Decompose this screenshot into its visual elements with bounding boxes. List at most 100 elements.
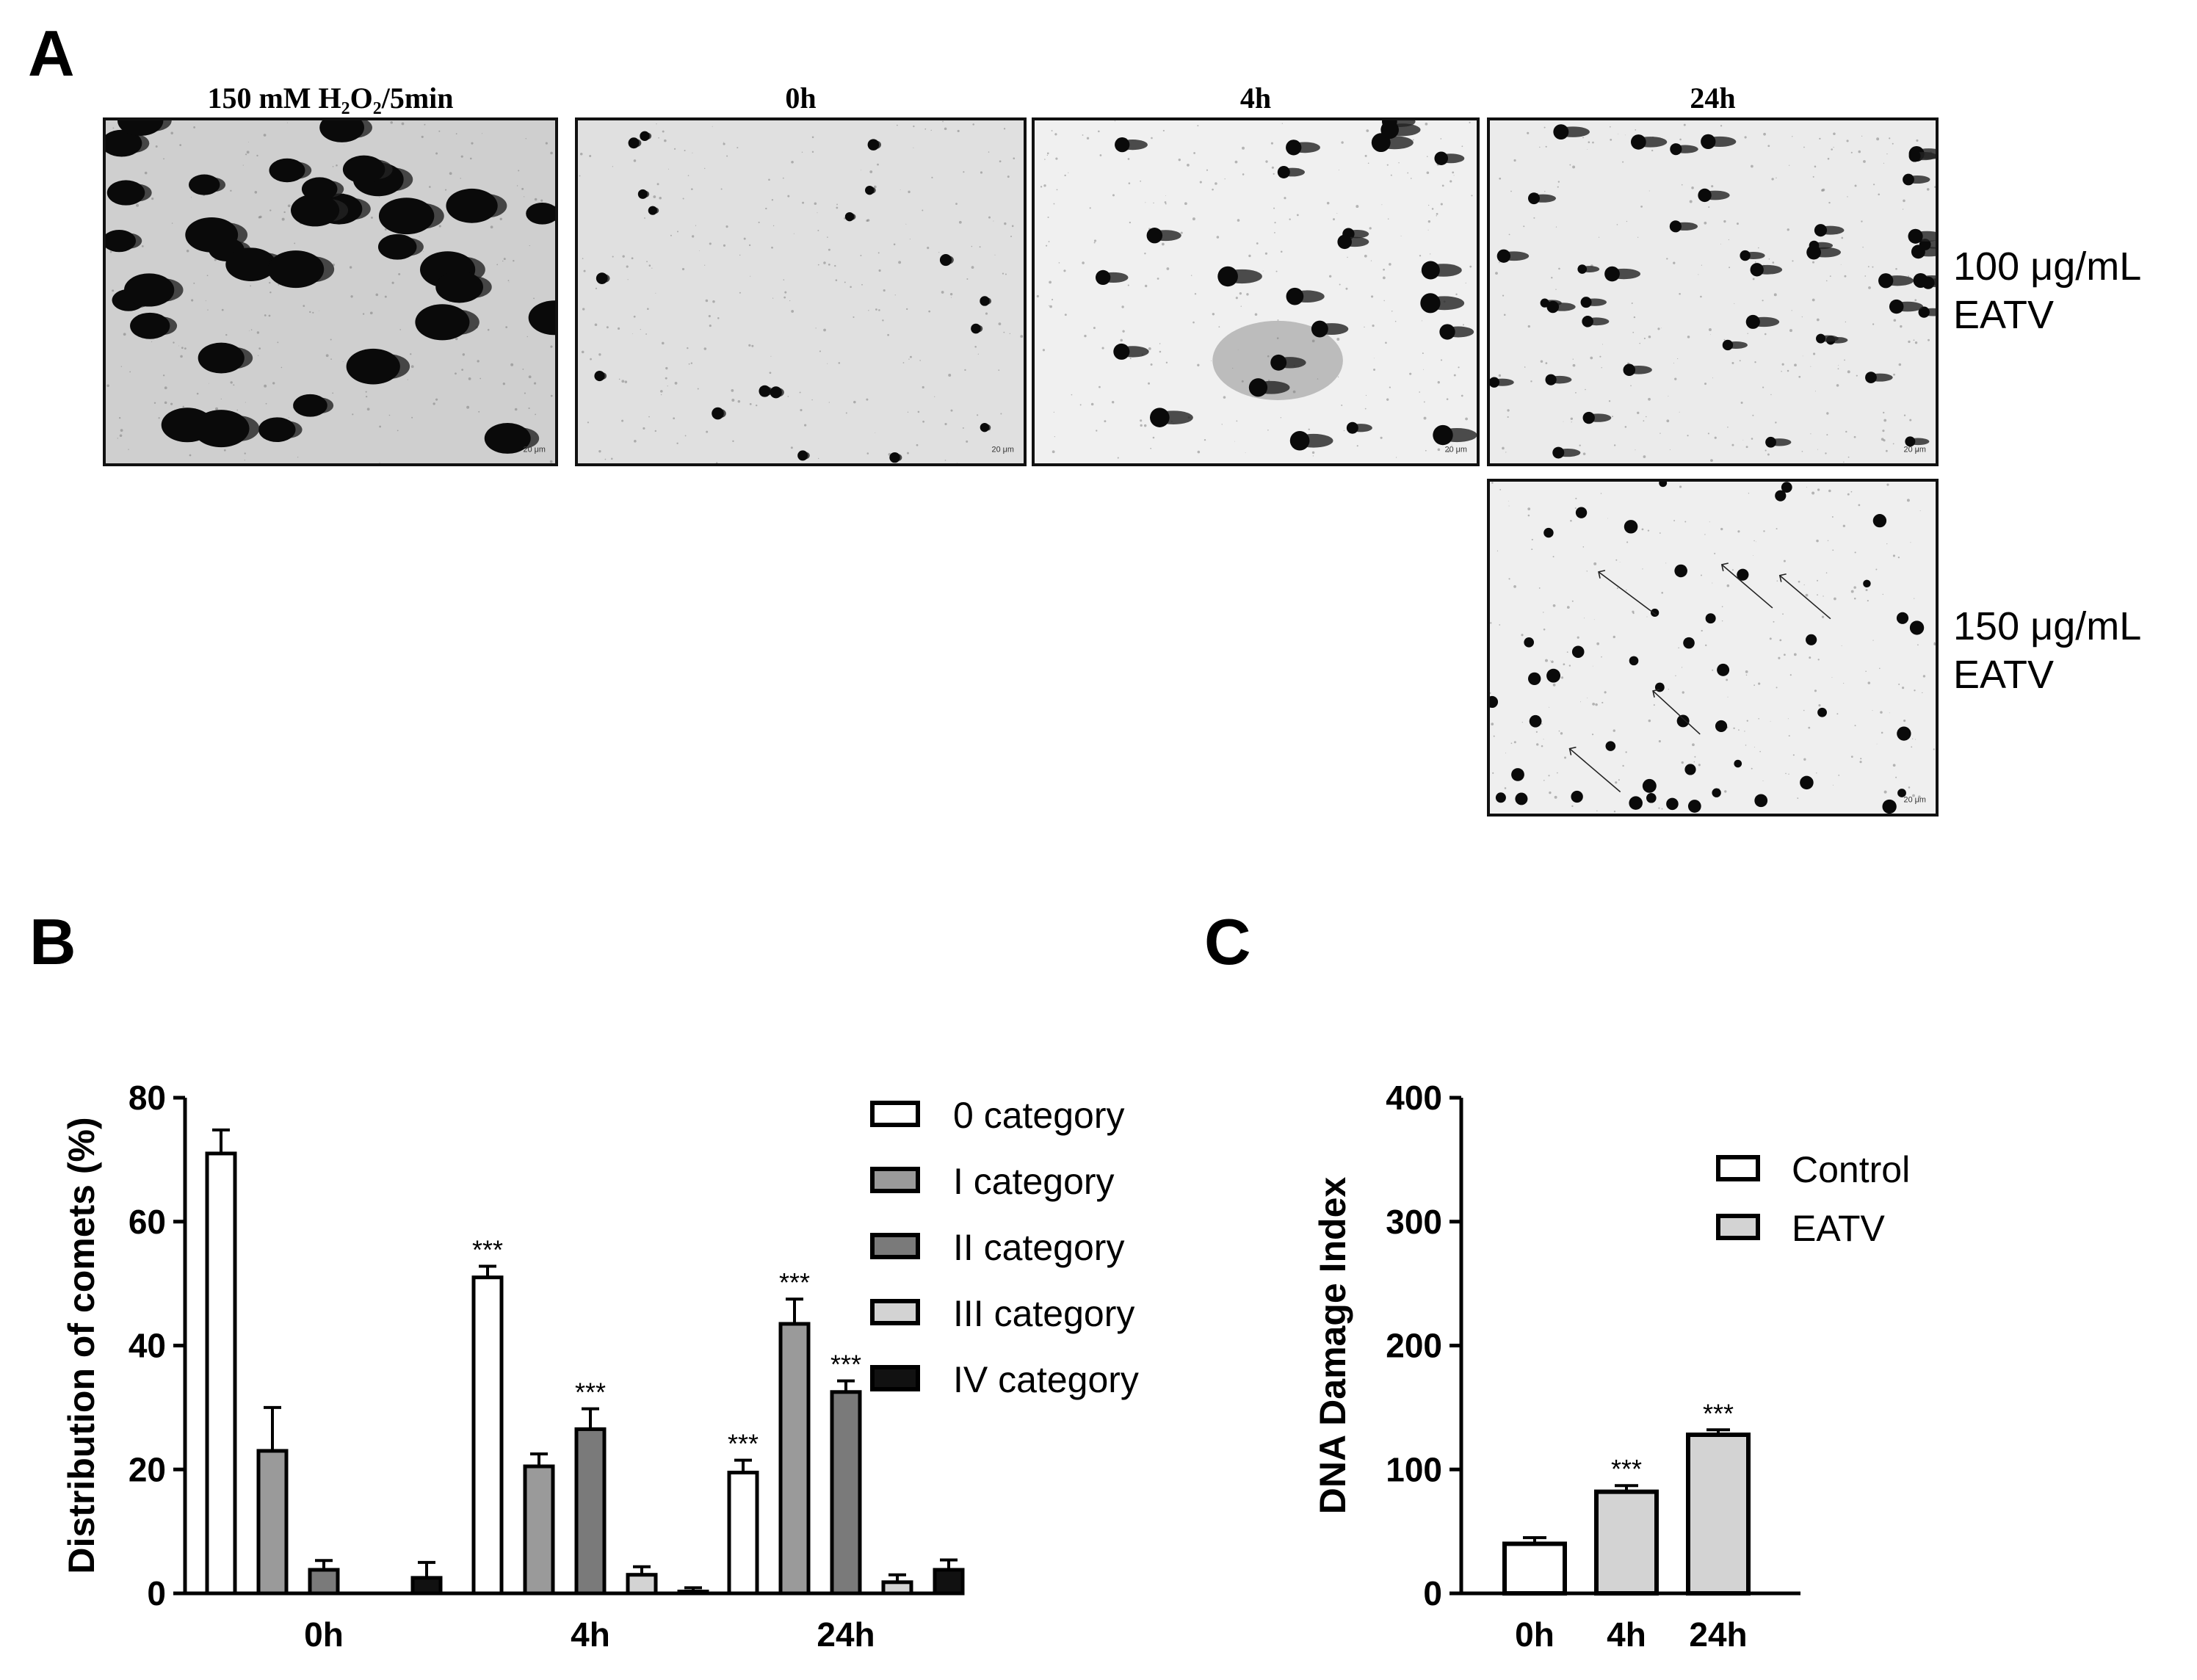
background-speck: [1276, 337, 1279, 339]
background-speck: [1308, 428, 1310, 430]
panel-c-letter: C: [1204, 905, 1251, 978]
background-speck: [1572, 358, 1574, 360]
background-speck: [1165, 203, 1167, 205]
background-speck: [966, 278, 969, 280]
background-speck: [1873, 184, 1875, 186]
background-speck: [254, 191, 258, 194]
background-speck: [1129, 358, 1132, 360]
background-speck: [1787, 228, 1789, 231]
comet-head: [1897, 789, 1906, 797]
background-speck: [1692, 743, 1695, 747]
y-tick-label: 200: [1386, 1327, 1442, 1365]
background-speck: [606, 326, 609, 329]
background-speck: [1616, 587, 1618, 590]
background-speck: [1781, 370, 1782, 372]
bar: [933, 1568, 965, 1596]
background-speck: [1886, 543, 1888, 545]
background-speck: [1831, 148, 1833, 151]
background-speck: [653, 195, 656, 198]
comet-head: [640, 131, 650, 142]
background-speck: [1436, 215, 1437, 217]
background-speck: [1701, 264, 1702, 266]
background-speck: [877, 252, 880, 254]
background-speck: [1825, 572, 1828, 573]
background-speck: [1792, 260, 1794, 262]
background-speck: [674, 382, 678, 385]
background-speck: [1275, 270, 1278, 272]
background-speck: [1380, 436, 1383, 439]
background-speck: [1390, 174, 1392, 176]
background-speck: [1235, 297, 1238, 300]
background-speck: [1879, 667, 1881, 670]
background-speck: [662, 130, 665, 133]
background-speck: [1854, 184, 1857, 187]
background-speck: [182, 405, 184, 408]
background-speck: [617, 327, 620, 330]
background-speck: [817, 229, 819, 231]
background-speck: [1724, 790, 1727, 793]
comet-head: [1659, 482, 1668, 488]
background-speck: [677, 231, 678, 233]
background-speck: [958, 220, 962, 224]
bar: [778, 1322, 811, 1596]
background-speck: [1458, 366, 1460, 369]
background-speck: [513, 260, 515, 262]
background-speck: [853, 316, 855, 318]
background-speck: [1093, 327, 1096, 330]
background-speck: [1165, 361, 1168, 364]
background-speck: [1906, 499, 1910, 502]
background-speck: [1635, 128, 1637, 131]
background-speck: [1709, 521, 1710, 523]
background-speck: [922, 209, 924, 211]
scale-bar-label: 20 μm: [1445, 445, 1467, 454]
background-speck: [1767, 453, 1770, 456]
background-speck: [1469, 121, 1471, 123]
background-speck: [1679, 411, 1680, 413]
comet-head: [1571, 645, 1585, 658]
background-speck: [1758, 682, 1761, 685]
background-speck: [1144, 253, 1146, 255]
background-speck: [1632, 610, 1635, 613]
background-speck: [268, 314, 271, 317]
background-speck: [1419, 391, 1421, 393]
background-speck: [1274, 222, 1276, 224]
background-speck: [1618, 779, 1620, 781]
background-speck: [470, 157, 472, 160]
background-speck: [1616, 224, 1618, 225]
background-speck: [1858, 150, 1861, 153]
background-speck: [1326, 201, 1330, 205]
background-speck: [1563, 421, 1564, 422]
scale-bar-label: 20 μm: [1904, 445, 1926, 454]
legend-label: 0 category: [953, 1095, 1124, 1136]
background-speck: [1624, 426, 1627, 428]
background-speck: [1872, 266, 1874, 268]
background-speck: [1687, 336, 1690, 338]
background-speck: [1427, 204, 1430, 206]
background-speck: [1821, 615, 1825, 618]
background-speck: [977, 414, 979, 416]
background-speck: [1441, 184, 1444, 187]
background-speck: [233, 384, 235, 386]
background-speck: [1897, 556, 1900, 559]
background-speck: [173, 341, 175, 344]
background-speck: [739, 292, 741, 294]
comet-head: [1865, 372, 1877, 383]
background-speck: [1046, 152, 1049, 155]
background-speck: [1704, 383, 1707, 385]
background-speck: [909, 355, 912, 358]
background-speck: [1801, 316, 1803, 318]
background-speck: [648, 264, 651, 267]
background-speck: [1892, 443, 1894, 445]
background-speck: [861, 283, 863, 286]
background-speck: [1143, 424, 1147, 427]
background-speck: [743, 237, 746, 240]
background-speck: [1381, 204, 1383, 206]
background-speck: [765, 207, 767, 210]
x-tick-label: 24h: [817, 1615, 875, 1654]
background-speck: [1262, 270, 1264, 272]
background-speck: [1727, 696, 1729, 698]
legend-label: I category: [953, 1161, 1115, 1202]
background-speck: [927, 247, 930, 250]
background-speck: [1317, 378, 1319, 380]
comet-head: [1490, 695, 1499, 709]
